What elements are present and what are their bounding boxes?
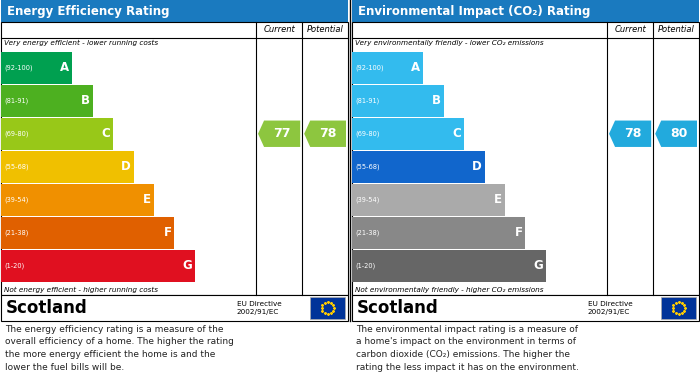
Text: EU Directive
2002/91/EC: EU Directive 2002/91/EC: [237, 301, 281, 315]
Text: Very energy efficient - lower running costs: Very energy efficient - lower running co…: [4, 40, 158, 46]
Text: E: E: [143, 193, 151, 206]
Polygon shape: [609, 120, 651, 147]
Text: (81-91): (81-91): [355, 97, 379, 104]
Text: (81-91): (81-91): [4, 97, 28, 104]
Text: (21-38): (21-38): [4, 230, 29, 236]
Text: D: D: [121, 160, 131, 173]
Text: D: D: [472, 160, 482, 173]
Polygon shape: [304, 120, 346, 147]
Text: C: C: [452, 127, 461, 140]
Text: G: G: [533, 259, 542, 272]
Bar: [1, 295, 348, 321]
Text: B: B: [80, 94, 90, 107]
Polygon shape: [655, 120, 697, 147]
Bar: [352, 295, 699, 321]
Bar: [1, 85, 93, 117]
Bar: [1, 184, 154, 215]
Text: 80: 80: [671, 127, 688, 140]
Bar: [1, 0, 348, 22]
Text: A: A: [60, 61, 69, 74]
Text: The environmental impact rating is a measure of
a home's impact on the environme: The environmental impact rating is a mea…: [356, 325, 579, 371]
Bar: [310, 297, 345, 319]
Bar: [662, 297, 696, 319]
Bar: [1, 22, 348, 295]
Text: C: C: [102, 127, 110, 140]
Text: (55-68): (55-68): [4, 163, 29, 170]
Text: (92-100): (92-100): [355, 65, 384, 71]
Text: Current: Current: [614, 25, 646, 34]
Bar: [1, 151, 134, 183]
Bar: [352, 22, 699, 295]
Text: Current: Current: [263, 25, 295, 34]
Text: A: A: [412, 61, 421, 74]
Text: Scotland: Scotland: [357, 299, 439, 317]
Text: Not environmentally friendly - higher CO₂ emissions: Not environmentally friendly - higher CO…: [355, 287, 543, 293]
Text: Environmental Impact (CO₂) Rating: Environmental Impact (CO₂) Rating: [358, 5, 590, 18]
Text: 77: 77: [274, 127, 291, 140]
Text: (21-38): (21-38): [355, 230, 379, 236]
Bar: [1, 52, 72, 84]
Text: 78: 78: [319, 127, 337, 140]
Bar: [1, 250, 195, 282]
Text: (69-80): (69-80): [4, 131, 29, 137]
Bar: [352, 85, 444, 117]
Text: Not energy efficient - higher running costs: Not energy efficient - higher running co…: [4, 287, 158, 293]
Text: (1-20): (1-20): [355, 262, 375, 269]
Text: F: F: [163, 226, 172, 239]
Text: Potential: Potential: [307, 25, 344, 34]
Bar: [1, 118, 113, 149]
Text: (92-100): (92-100): [4, 65, 33, 71]
Text: (69-80): (69-80): [355, 131, 379, 137]
Text: The energy efficiency rating is a measure of the
overall efficiency of a home. T: The energy efficiency rating is a measur…: [5, 325, 234, 371]
Bar: [352, 0, 699, 22]
Bar: [352, 250, 546, 282]
Bar: [352, 52, 424, 84]
Text: F: F: [514, 226, 522, 239]
Polygon shape: [258, 120, 300, 147]
Text: (39-54): (39-54): [4, 197, 29, 203]
Text: E: E: [494, 193, 502, 206]
Bar: [1, 217, 174, 249]
Text: (39-54): (39-54): [355, 197, 379, 203]
Text: G: G: [182, 259, 192, 272]
Text: 78: 78: [624, 127, 642, 140]
Bar: [352, 151, 484, 183]
Bar: [352, 118, 464, 149]
Text: (55-68): (55-68): [355, 163, 379, 170]
Text: B: B: [432, 94, 441, 107]
Text: Potential: Potential: [658, 25, 694, 34]
Bar: [352, 217, 526, 249]
Text: (1-20): (1-20): [4, 262, 25, 269]
Text: Scotland: Scotland: [6, 299, 88, 317]
Bar: [352, 184, 505, 215]
Text: EU Directive
2002/91/EC: EU Directive 2002/91/EC: [588, 301, 633, 315]
Text: Very environmentally friendly - lower CO₂ emissions: Very environmentally friendly - lower CO…: [355, 40, 544, 46]
Text: Energy Efficiency Rating: Energy Efficiency Rating: [7, 5, 169, 18]
